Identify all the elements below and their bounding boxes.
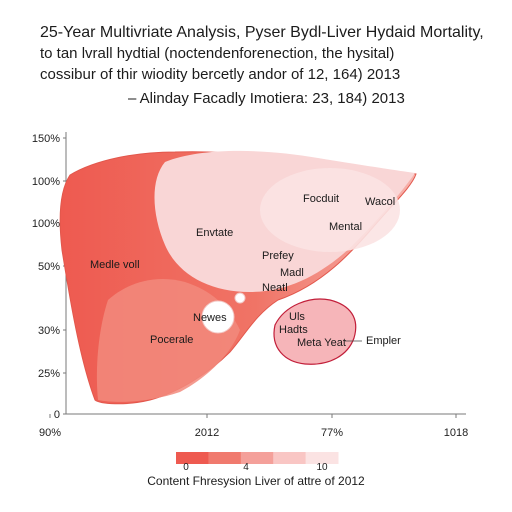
y-tick-label: 100%: [32, 218, 60, 230]
legend-swatch: [240, 452, 274, 464]
title-line-3: cossibur of thir wiodity bercetly andor …: [40, 66, 401, 83]
label-uls: Uls: [289, 311, 305, 323]
x-tick-label: 90%: [39, 427, 61, 439]
title-line-2: to tan lvrall hydtial (noctendenforenect…: [40, 45, 395, 62]
title-line-4: – Alinday Facadly Imotiera: 23, 184) 201…: [128, 90, 405, 107]
legend-swatch: [176, 452, 209, 464]
legend-tick-label: 0: [183, 462, 189, 473]
y-tick-label: 30%: [38, 325, 60, 337]
label-focduit: Focduit: [303, 193, 339, 205]
x-tick-label: 77%: [321, 427, 343, 439]
y-tick-label: 50%: [38, 261, 60, 273]
chart-caption: Content Fhresysion Liver of attre of 201…: [147, 474, 365, 488]
label-newes: Newes: [193, 312, 227, 324]
y-tick-label: 150%: [32, 133, 60, 145]
legend-tick-label: 10: [316, 462, 328, 473]
label-hadts: Hadts: [279, 324, 308, 336]
region-newes-shape: [201, 300, 235, 334]
label-medle-voll: Medle voll: [90, 259, 140, 271]
label-neatl: Neatl: [262, 282, 288, 294]
label-meta-yeat: Meta Yeat: [297, 337, 346, 349]
y-tick-label: 100%: [32, 176, 60, 188]
legend-swatch: [305, 452, 339, 464]
x-tick-label: 2012: [195, 427, 219, 439]
y-tick-label: 0: [54, 409, 60, 421]
title-line-1: 25-Year Multivriate Analysis, Pyser Bydl…: [40, 24, 484, 41]
label-empler: Empler: [366, 335, 401, 347]
region-meta-yeat-shape: [273, 298, 357, 365]
legend-swatch: [273, 452, 307, 464]
label-mental: Mental: [329, 221, 362, 233]
label-envtate: Envtate: [196, 227, 233, 239]
region-focduit-shape: [260, 168, 400, 252]
x-axis-ticks: 90% 2012 77% 1018: [39, 414, 468, 439]
legend-swatch: [208, 452, 242, 464]
x-tick-label: 1018: [444, 427, 468, 439]
legend-ticks: 0 4 10: [183, 462, 328, 473]
label-pocerale: Pocerale: [150, 334, 193, 346]
legend-color-bar: [176, 452, 339, 464]
label-prefey: Prefey: [262, 250, 294, 262]
label-madl: Madl: [280, 267, 304, 279]
y-axis-ticks: 150% 100% 100% 50% 30% 25% 0: [32, 133, 66, 421]
label-wacol: Wacol: [365, 196, 395, 208]
y-tick-label: 25%: [38, 368, 60, 380]
legend-tick-label: 4: [243, 462, 249, 473]
region-newes-dot: [234, 292, 246, 304]
